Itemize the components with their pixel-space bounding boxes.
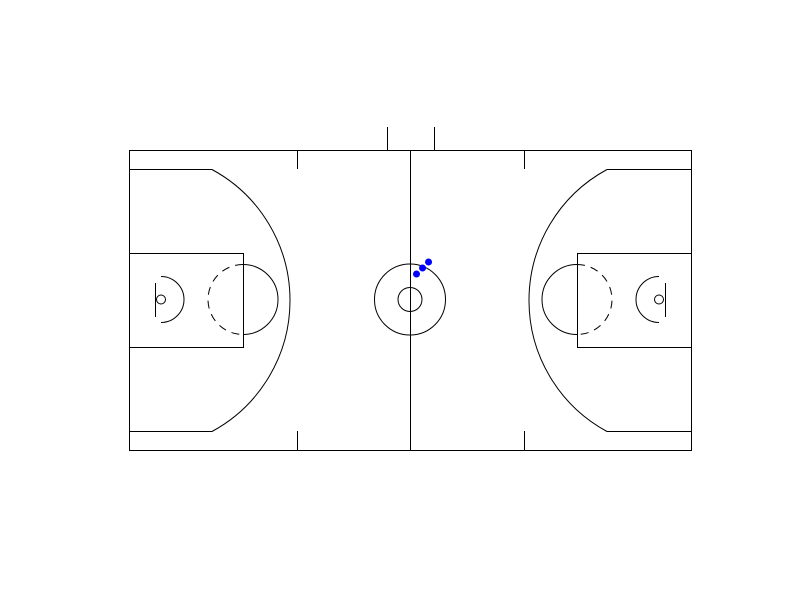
data-point-2 — [419, 264, 427, 272]
free-throw-circle-left-solid — [242, 264, 279, 335]
data-point-1 — [413, 270, 421, 278]
shot-points — [413, 258, 433, 278]
hoop-left — [156, 294, 166, 305]
key-left — [129, 253, 244, 348]
center-circle-inner — [397, 287, 423, 312]
data-point-3 — [425, 258, 433, 266]
three-point-line-left — [129, 169, 291, 432]
free-throw-circle-right-dashed — [576, 264, 613, 335]
restricted-area-right — [635, 276, 660, 323]
center-circle-outer — [374, 263, 446, 336]
free-throw-circle-right-solid — [541, 264, 578, 335]
hoop-right — [654, 294, 664, 305]
three-point-line-right — [528, 169, 692, 432]
restricted-area-left — [160, 276, 185, 323]
free-throw-circle-left-dashed — [207, 264, 244, 335]
key-right — [577, 253, 692, 348]
